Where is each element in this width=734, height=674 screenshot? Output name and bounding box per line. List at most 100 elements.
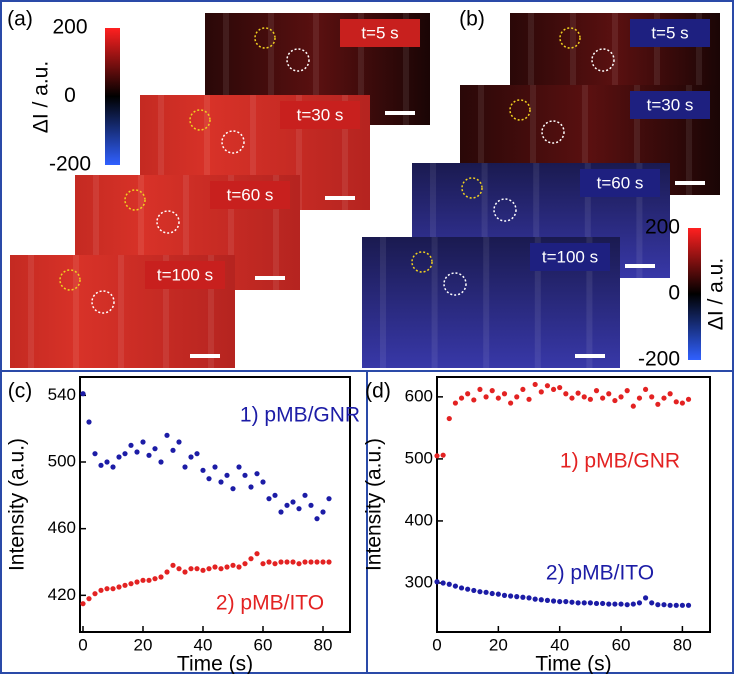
data-point xyxy=(636,600,643,606)
streak xyxy=(358,13,364,125)
plot-frame xyxy=(79,376,351,633)
data-point xyxy=(679,602,685,608)
streak xyxy=(430,163,436,278)
data-point xyxy=(242,472,248,478)
streak xyxy=(28,255,34,368)
data-point xyxy=(446,415,452,422)
data-point xyxy=(458,395,465,401)
data-point xyxy=(630,601,636,607)
frame-label: t=60 s xyxy=(227,185,274,204)
data-point xyxy=(550,386,557,393)
scale-bar xyxy=(625,264,655,268)
streak xyxy=(431,237,438,368)
frame-label-box xyxy=(210,181,290,209)
data-point xyxy=(266,559,272,565)
data-point xyxy=(272,492,278,498)
data-point xyxy=(110,464,116,470)
x-tick-label: 80 xyxy=(314,635,333,654)
data-point xyxy=(477,386,483,393)
data-point xyxy=(655,602,661,608)
data-point xyxy=(649,600,655,606)
marker-circle xyxy=(559,27,581,49)
streak xyxy=(686,85,692,195)
chart-title: (c) xyxy=(8,380,33,403)
data-point xyxy=(104,459,110,465)
streak xyxy=(118,255,124,368)
panel-label: (a) xyxy=(7,8,33,31)
series-label: 1) pMB/GNR xyxy=(240,404,360,427)
data-point xyxy=(532,596,538,602)
y-tick-label: 540 xyxy=(48,385,76,404)
data-point xyxy=(326,559,332,565)
data-point xyxy=(501,592,508,598)
marker-circle xyxy=(509,99,531,121)
data-point xyxy=(452,400,459,406)
data-point xyxy=(593,388,600,394)
data-point xyxy=(495,395,501,401)
data-point xyxy=(290,559,296,565)
x-tick-label: 60 xyxy=(254,635,273,654)
streak xyxy=(380,237,386,368)
streak xyxy=(296,95,302,210)
marker-circle xyxy=(591,48,615,72)
data-point xyxy=(667,602,673,608)
colorbar-tick-label: 200 xyxy=(645,216,680,239)
marker-circle xyxy=(461,177,483,199)
streak xyxy=(528,13,534,113)
data-point xyxy=(254,471,260,477)
marker-circle xyxy=(221,130,245,154)
streak xyxy=(158,95,164,210)
data-point xyxy=(320,559,326,565)
scale-bar xyxy=(385,111,415,115)
streak xyxy=(73,255,79,368)
data-point xyxy=(128,581,134,587)
data-point xyxy=(86,419,92,425)
data-point xyxy=(569,599,575,605)
data-point xyxy=(278,509,284,515)
y-tick-label: 500 xyxy=(48,451,76,470)
data-point xyxy=(314,559,320,565)
data-point xyxy=(483,394,489,400)
data-point xyxy=(581,600,587,606)
streak xyxy=(582,85,588,195)
data-point xyxy=(296,561,302,567)
frame-label: t=100 s xyxy=(542,247,598,266)
streak xyxy=(183,175,189,290)
streak xyxy=(250,95,256,210)
colorbar-title: ΔI / a.u. xyxy=(30,61,53,133)
streak xyxy=(208,255,214,368)
data-point xyxy=(508,400,514,406)
data-point xyxy=(308,502,314,508)
data-point xyxy=(673,399,679,405)
colorbar-tick-label: -200 xyxy=(49,153,91,176)
data-point xyxy=(501,391,508,397)
data-point xyxy=(290,499,296,505)
streak xyxy=(223,13,229,125)
data-point xyxy=(194,451,200,457)
marker-circle xyxy=(59,269,81,291)
data-point xyxy=(122,582,128,588)
data-point xyxy=(520,386,526,393)
colorbar-title: ΔI / a.u. xyxy=(705,258,728,330)
data-point xyxy=(667,391,673,397)
streak xyxy=(696,13,702,113)
x-tick-label: 40 xyxy=(550,635,569,654)
streak xyxy=(530,85,536,195)
data-point xyxy=(465,586,471,592)
x-tick-label: 20 xyxy=(489,635,508,654)
data-point xyxy=(296,506,302,512)
data-point xyxy=(224,564,230,570)
marker-circle xyxy=(286,48,310,72)
data-point xyxy=(557,598,563,605)
data-point xyxy=(110,586,116,592)
marker-circle xyxy=(189,109,211,131)
y-axis-label: Intensity (a.u.) xyxy=(6,438,29,571)
data-point xyxy=(80,601,86,607)
data-point xyxy=(532,381,538,388)
data-point xyxy=(320,509,326,515)
y-tick-label: 400 xyxy=(405,510,433,529)
data-point xyxy=(587,600,593,606)
data-point xyxy=(164,432,170,438)
data-point xyxy=(569,395,575,401)
